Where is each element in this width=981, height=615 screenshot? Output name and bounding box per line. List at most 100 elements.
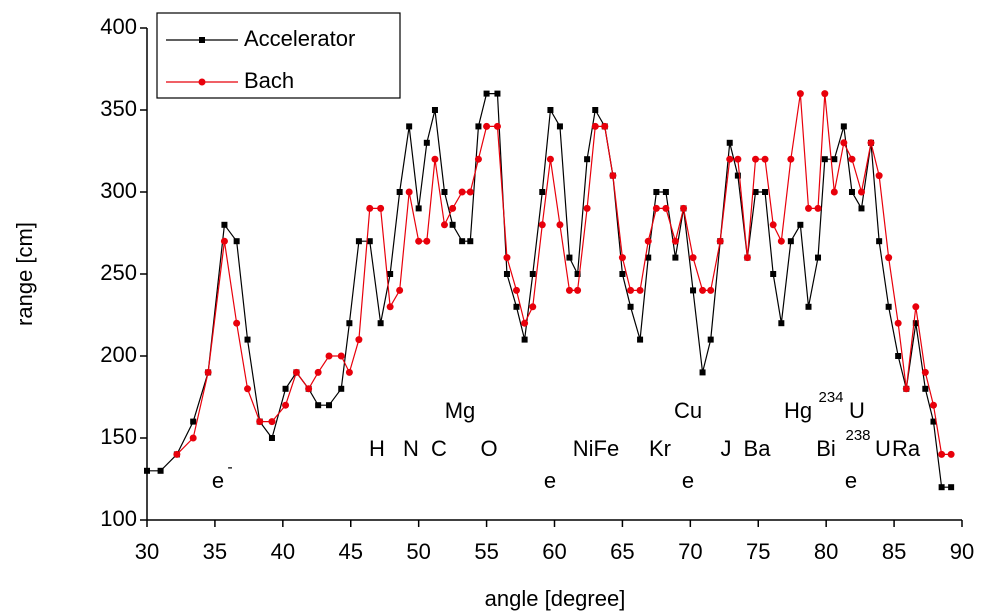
marker <box>769 221 777 229</box>
marker <box>591 122 599 130</box>
marker <box>619 271 626 277</box>
marker <box>377 320 384 327</box>
marker <box>565 286 573 294</box>
marker <box>292 368 300 376</box>
marker <box>948 484 955 491</box>
x-tick-label: 70 <box>678 539 702 564</box>
marker <box>431 107 438 113</box>
y-tick-label: 100 <box>100 506 137 531</box>
marker <box>503 254 511 262</box>
marker <box>449 204 457 212</box>
marker <box>662 189 669 195</box>
marker <box>396 189 403 195</box>
marker <box>644 237 652 245</box>
marker <box>716 237 724 245</box>
marker <box>848 189 855 195</box>
marker <box>431 155 439 163</box>
marker <box>204 368 212 376</box>
annotation: Cu <box>674 398 702 423</box>
annotation: NiFe <box>573 436 619 461</box>
marker <box>314 368 322 376</box>
annotation: Mg <box>445 398 476 423</box>
marker <box>529 271 536 277</box>
marker <box>458 188 466 196</box>
marker <box>244 336 251 343</box>
legend-label: Accelerator <box>244 26 355 51</box>
marker <box>726 139 733 146</box>
marker <box>778 320 785 327</box>
marker <box>189 434 197 442</box>
marker <box>415 205 422 212</box>
marker <box>912 320 919 327</box>
annotation: H <box>369 436 385 461</box>
marker <box>840 123 847 130</box>
x-tick-label: 40 <box>271 539 295 564</box>
marker <box>556 221 564 229</box>
marker <box>355 336 363 344</box>
marker <box>282 385 289 392</box>
marker <box>475 123 482 130</box>
marker <box>902 385 910 393</box>
x-axis-label: angle [degree] <box>485 586 626 611</box>
marker <box>805 204 813 212</box>
marker <box>752 189 759 195</box>
marker <box>787 238 794 245</box>
marker <box>315 402 322 409</box>
marker <box>244 385 252 393</box>
marker <box>761 155 769 163</box>
marker <box>583 204 591 212</box>
marker <box>268 435 275 441</box>
marker <box>662 204 670 212</box>
marker <box>821 90 829 98</box>
marker <box>387 271 394 277</box>
marker <box>734 172 741 179</box>
annotation: 234 <box>818 389 843 406</box>
marker <box>930 418 937 425</box>
marker <box>423 139 430 146</box>
marker <box>885 254 893 262</box>
marker <box>493 122 501 130</box>
marker <box>876 238 883 245</box>
marker <box>406 123 413 130</box>
marker <box>441 189 448 195</box>
legend-label: Bach <box>244 68 294 93</box>
annotation: Ba <box>744 436 772 461</box>
marker <box>157 467 164 474</box>
legend-marker <box>199 37 205 43</box>
marker <box>440 221 448 229</box>
marker <box>867 139 875 147</box>
marker <box>690 287 697 294</box>
marker <box>671 237 679 245</box>
marker <box>848 155 856 163</box>
marker <box>777 237 785 245</box>
marker <box>221 221 228 228</box>
marker <box>466 188 474 196</box>
x-tick-label: 55 <box>474 539 498 564</box>
marker <box>513 303 520 310</box>
marker <box>645 254 652 261</box>
marker <box>337 352 345 360</box>
marker <box>762 189 769 195</box>
marker <box>584 156 591 163</box>
marker <box>483 90 490 97</box>
marker <box>840 139 848 147</box>
marker <box>601 122 609 130</box>
annotation: Ra <box>892 436 921 461</box>
annotation: e <box>682 468 694 493</box>
marker <box>494 90 501 97</box>
marker <box>512 286 520 294</box>
marker <box>805 303 812 310</box>
marker <box>366 204 374 212</box>
marker <box>220 237 228 245</box>
marker <box>556 123 563 130</box>
annotation: e <box>212 468 224 493</box>
marker <box>521 336 528 343</box>
marker <box>282 401 290 409</box>
marker <box>366 238 373 245</box>
marker <box>345 368 353 376</box>
marker <box>423 237 431 245</box>
y-tick-label: 300 <box>100 178 137 203</box>
legend-box <box>156 12 401 99</box>
marker <box>885 303 892 310</box>
